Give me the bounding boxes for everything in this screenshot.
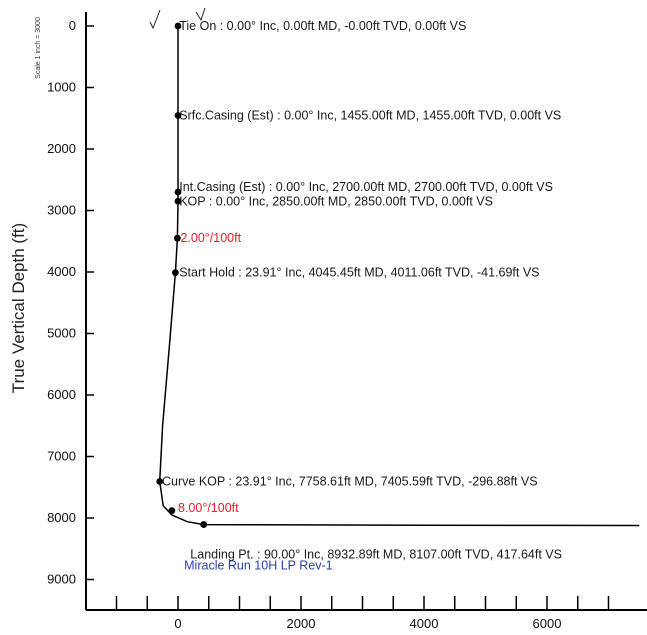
y-tick-label: 3000 <box>47 203 76 218</box>
point-kop <box>174 197 182 205</box>
points-group <box>156 22 208 528</box>
point-curve-rate <box>168 507 176 515</box>
annotation-label: KOP : 0.00° Inc, 2850.00ft MD, 2850.00ft… <box>179 194 493 208</box>
point-landing-pt <box>200 521 208 528</box>
annotation-label: Start Hold : 23.91° Inc, 4045.45ft MD, 4… <box>179 266 539 280</box>
axis-ticks: 0 1000 2000 3000 4000 5000 6000 7000 8000 9000 0 20… <box>47 18 610 631</box>
point-build-rate <box>173 234 181 242</box>
annotations-group: Tie On : 0.00° Inc, 0.00ft MD, -0.00ft T… <box>162 19 562 572</box>
x-tick-label: 0 <box>174 616 181 631</box>
x-tick-label: 4000 <box>410 616 439 631</box>
y-tick-label: 7000 <box>47 449 76 464</box>
annotation-label: Curve KOP : 23.91° Inc, 7758.61ft MD, 74… <box>162 474 538 488</box>
annotation-label: 2.00°/100ft <box>180 231 241 245</box>
y-axis-label: True Vertical Depth (ft) <box>9 223 28 393</box>
x-tick-label: 2000 <box>287 616 316 631</box>
annotation-label: Srfc.Casing (Est) : 0.00° Inc, 1455.00ft… <box>179 108 561 122</box>
point-int-casing <box>174 188 182 196</box>
y-tick-label: 2000 <box>47 141 76 156</box>
x-tick-label: 6000 <box>533 616 562 631</box>
y-tick-label: 5000 <box>47 326 76 341</box>
y-tick-label: 1000 <box>47 80 76 95</box>
y-tick-label: 0 <box>69 18 76 33</box>
annotation-label: Tie On : 0.00° Inc, 0.00ft MD, -0.00ft T… <box>179 19 466 33</box>
annotation-label: Landing Pt. : 90.00° Inc, 8932.89ft MD, … <box>190 547 562 561</box>
y-tick-label: 8000 <box>47 510 76 525</box>
annotation-label: Miracle Run 10H LP Rev-1 <box>184 558 332 572</box>
axes <box>85 12 647 611</box>
point-start-hold <box>172 269 179 277</box>
point-tie-on <box>174 22 182 30</box>
y-tick-label: 4000 <box>47 264 76 279</box>
y-tick-label: 9000 <box>47 572 76 587</box>
handwritten-check-marks <box>149 7 206 30</box>
y-tick-label: 6000 <box>47 387 76 402</box>
annotation-label: 8.00°/100ft <box>178 501 239 515</box>
annotation-label: Int.Casing (Est) : 0.00° Inc, 2700.00ft … <box>179 180 553 194</box>
point-srfc-casing <box>174 112 182 119</box>
point-curve-kop <box>156 478 164 485</box>
scale-note: Scale 1 inch = 3000 <box>35 17 42 79</box>
